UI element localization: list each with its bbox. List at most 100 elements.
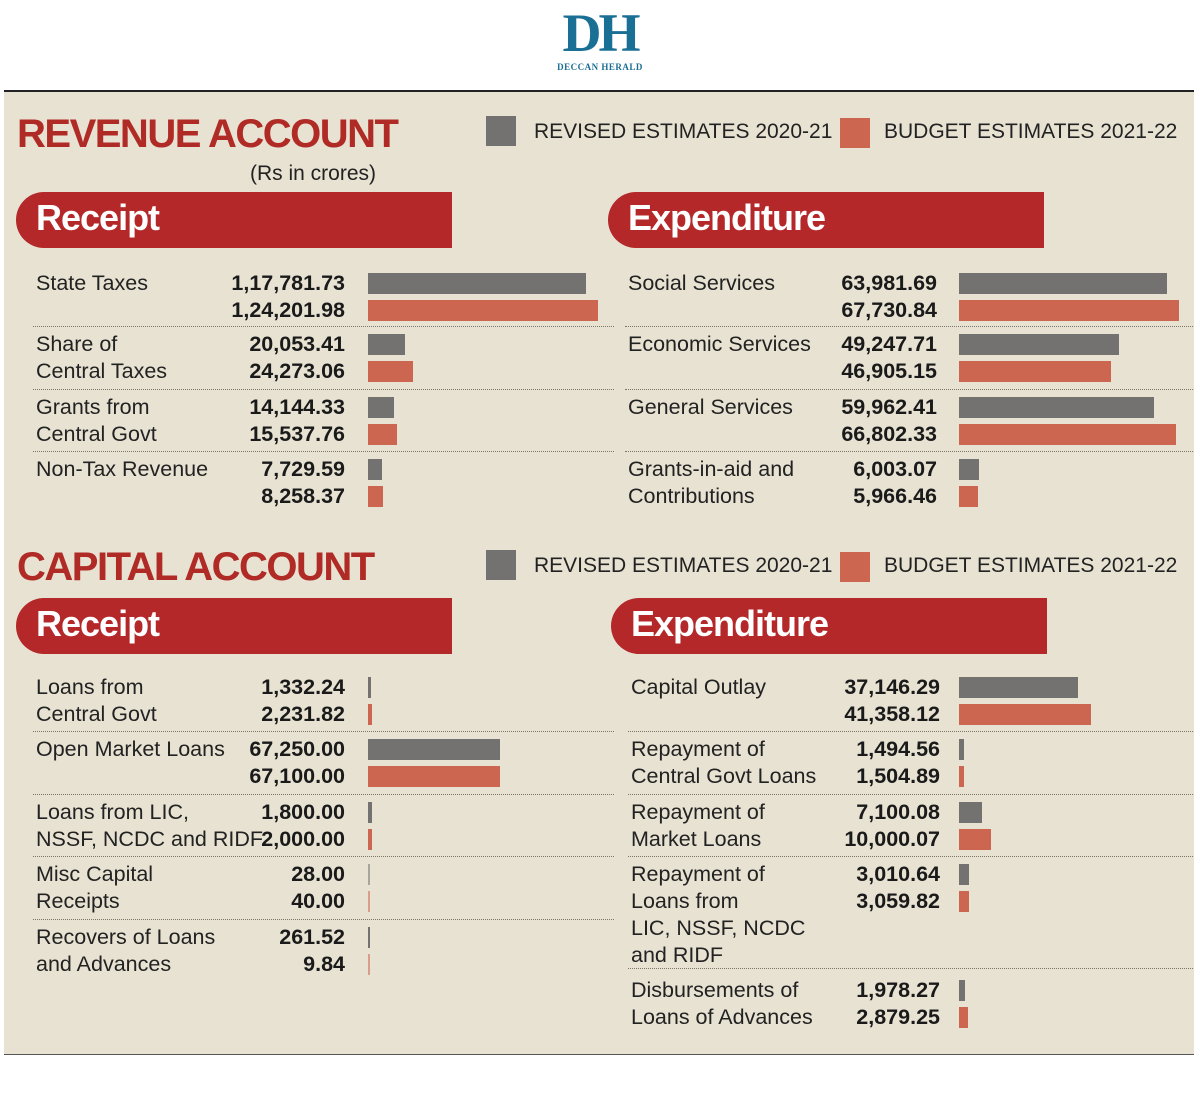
row-label: Grants from Central Govt — [36, 395, 157, 446]
row-separator — [33, 451, 614, 452]
value-revised: 28.00 — [291, 862, 345, 886]
logo-name: DECCAN HERALD — [557, 62, 643, 72]
value-revised: 3,010.64 — [856, 862, 940, 886]
bar-budget — [959, 300, 1179, 321]
legend-revised-label-2: REVISED ESTIMATES 2020-21 — [534, 554, 833, 577]
value-revised: 1,494.56 — [856, 737, 940, 761]
value-budget: 2,000.00 — [261, 827, 345, 851]
value-budget: 1,504.89 — [856, 764, 940, 788]
revenue-receipt-banner: Receipt — [16, 192, 452, 248]
value-budget: 40.00 — [291, 889, 345, 913]
bar-revised — [959, 273, 1167, 294]
value-revised: 1,17,781.73 — [231, 271, 345, 295]
row-label: Repayment of Central Govt Loans — [631, 737, 817, 788]
capital-expenditure-title: Expenditure — [631, 603, 829, 644]
logo: DH DECCAN HERALD — [520, 3, 680, 82]
bar-revised — [959, 677, 1078, 698]
row-separator — [628, 731, 1193, 732]
value-budget: 5,966.46 — [853, 484, 937, 508]
bar-budget — [368, 361, 413, 382]
row-separator — [33, 919, 614, 920]
value-budget: 9.84 — [303, 952, 345, 976]
value-budget: 15,537.76 — [249, 422, 345, 446]
logo-mark: DH — [562, 3, 641, 63]
value-revised: 1,978.27 — [856, 978, 940, 1002]
value-revised: 1,332.24 — [261, 675, 345, 699]
bar-revised — [368, 397, 395, 418]
legend-revised-swatch-2 — [486, 550, 516, 580]
legend-revised-label: REVISED ESTIMATES 2020-21 — [534, 120, 833, 143]
row-separator — [628, 856, 1193, 857]
bar-revised — [368, 802, 372, 823]
row-separator — [33, 389, 614, 390]
bar-revised — [368, 459, 383, 480]
value-revised: 7,729.59 — [261, 457, 345, 481]
value-revised: 20,053.41 — [249, 332, 345, 356]
value-revised: 6,003.07 — [853, 457, 937, 481]
row-label: Disbursements of Loans of Advances — [631, 978, 813, 1029]
bar-budget — [959, 766, 964, 787]
bar-budget — [368, 300, 598, 321]
value-budget: 67,100.00 — [249, 764, 345, 788]
row-label: Loans from Central Govt — [36, 675, 157, 726]
bar-revised — [368, 334, 406, 355]
value-revised: 14,144.33 — [249, 395, 345, 419]
row-separator — [33, 856, 614, 857]
row-label: Grants-in-aid and Contributions — [628, 457, 795, 508]
value-revised: 37,146.29 — [844, 675, 940, 699]
row-separator — [628, 794, 1193, 795]
row-label: Misc Capital Receipts — [36, 862, 154, 913]
bar-revised — [959, 739, 964, 760]
bar-revised — [368, 273, 587, 294]
value-budget: 1,24,201.98 — [231, 298, 345, 322]
row-label: Loans from LIC, NSSF, NCDC and RIDF — [36, 800, 263, 851]
bar-revised — [959, 334, 1119, 355]
bar-revised — [959, 802, 982, 823]
row-label: Open Market Loans — [36, 737, 225, 761]
row-separator — [33, 794, 614, 795]
row-separator — [625, 451, 1193, 452]
revenue-receipt-title: Receipt — [36, 197, 160, 238]
bar-budget — [368, 829, 372, 850]
legend-revised-swatch — [486, 116, 516, 146]
legend-budget-swatch-2 — [840, 552, 870, 582]
row-separator — [33, 731, 614, 732]
bar-revised — [959, 397, 1154, 418]
value-revised: 63,981.69 — [841, 271, 937, 295]
bar-budget — [368, 766, 500, 787]
legend-budget-label: BUDGET ESTIMATES 2021-22 — [884, 120, 1178, 143]
value-budget: 10,000.07 — [844, 827, 940, 851]
bar-budget — [959, 704, 1091, 725]
row-separator — [625, 389, 1193, 390]
bar-budget — [959, 829, 991, 850]
capital-expenditure-banner: Expenditure — [611, 598, 1047, 654]
bar-budget — [959, 1007, 969, 1028]
bar-budget — [368, 704, 373, 725]
value-budget: 66,802.33 — [841, 422, 937, 446]
row-separator — [33, 326, 614, 327]
value-revised: 261.52 — [279, 925, 345, 949]
bar-budget — [959, 486, 979, 507]
revenue-expenditure-banner: Expenditure — [608, 192, 1044, 248]
row-separator — [625, 326, 1193, 327]
bar-budget — [959, 891, 969, 912]
infographic-panel — [4, 90, 1194, 1055]
bar-budget — [368, 424, 397, 445]
row-label: General Services — [628, 395, 793, 419]
bar-budget — [959, 361, 1112, 382]
row-label: Social Services — [628, 271, 775, 295]
capital-receipt-banner: Receipt — [16, 598, 452, 654]
row-label: Capital Outlay — [631, 675, 767, 699]
bar-revised — [959, 864, 969, 885]
bar-budget — [368, 891, 370, 912]
value-revised: 59,962.41 — [841, 395, 937, 419]
legend-budget-swatch — [840, 118, 870, 148]
value-budget: 67,730.84 — [841, 298, 937, 322]
row-label: Economic Services — [628, 332, 811, 356]
row-label: Repayment of Loans from LIC, NSSF, NCDC … — [631, 862, 806, 967]
value-revised: 7,100.08 — [856, 800, 940, 824]
bar-budget — [368, 486, 384, 507]
bar-budget — [959, 424, 1176, 445]
bar-revised — [368, 864, 370, 885]
value-budget: 8,258.37 — [261, 484, 345, 508]
